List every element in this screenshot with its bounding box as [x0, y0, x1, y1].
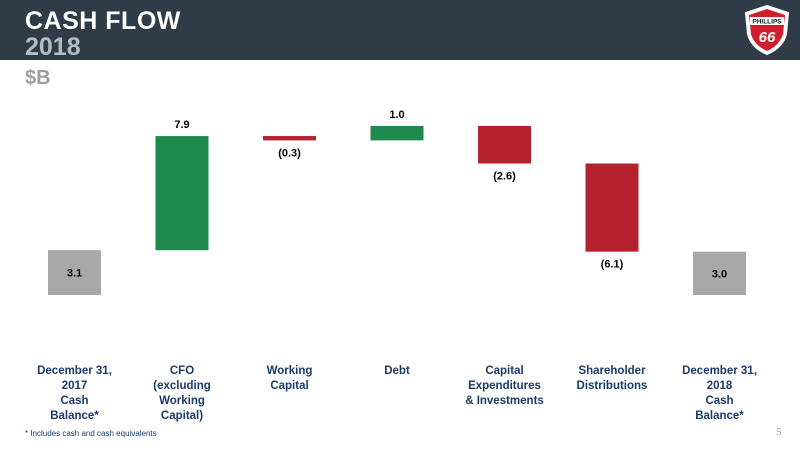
footnote: * Includes cash and cash equivalents: [25, 429, 157, 438]
category-label-4: Debt: [384, 365, 410, 377]
page-number: 5: [776, 426, 782, 438]
bar-7: [693, 251, 746, 295]
unit-label: $B: [25, 67, 51, 89]
category-label-6: Shareholder Distributions: [577, 365, 648, 392]
slide-title: CASH FLOW: [25, 7, 181, 35]
logo-top-text: PHILLIPS: [752, 19, 782, 26]
category-label-1: December 31, 2017 Cash Balance*: [37, 365, 112, 422]
chart-bars: [48, 125, 746, 295]
logo-main-text: 66: [759, 29, 776, 46]
value-label-5: (2.6): [493, 171, 516, 183]
bar-2: [155, 136, 209, 251]
bar-3: [263, 136, 316, 141]
bar-1: [48, 250, 101, 295]
chart-category-labels: December 31, 2017 Cash Balance* CFO (excludin…: [37, 365, 757, 422]
category-label-3: Working Capital: [267, 365, 313, 392]
value-label-6: (6.1): [601, 259, 624, 271]
bar-6: [585, 163, 639, 252]
bar-4: [370, 125, 424, 141]
value-label-2: 7.9: [174, 119, 189, 131]
phillips-66-shield-logo: PHILLIPS 66: [744, 4, 790, 56]
value-label-7: 3.0: [712, 268, 727, 280]
bar-5: [478, 125, 531, 164]
slide-subtitle-year: 2018: [25, 33, 81, 61]
value-label-3: (0.3): [278, 147, 301, 159]
category-label-2: CFO (excluding Working Capital): [153, 365, 211, 422]
value-label-4: 1.0: [389, 109, 404, 121]
category-label-5: Capital Expenditures & Investments: [465, 365, 544, 407]
title-bar: CASH FLOW 2018 PHILLIPS 66: [0, 0, 800, 61]
chart-value-labels: 3.1 7.9 (0.3) 1.0 (2.6) (6.1) 3.0: [67, 109, 727, 280]
category-label-7: December 31, 2018 Cash Balance*: [682, 365, 757, 422]
value-label-1: 3.1: [67, 268, 82, 280]
